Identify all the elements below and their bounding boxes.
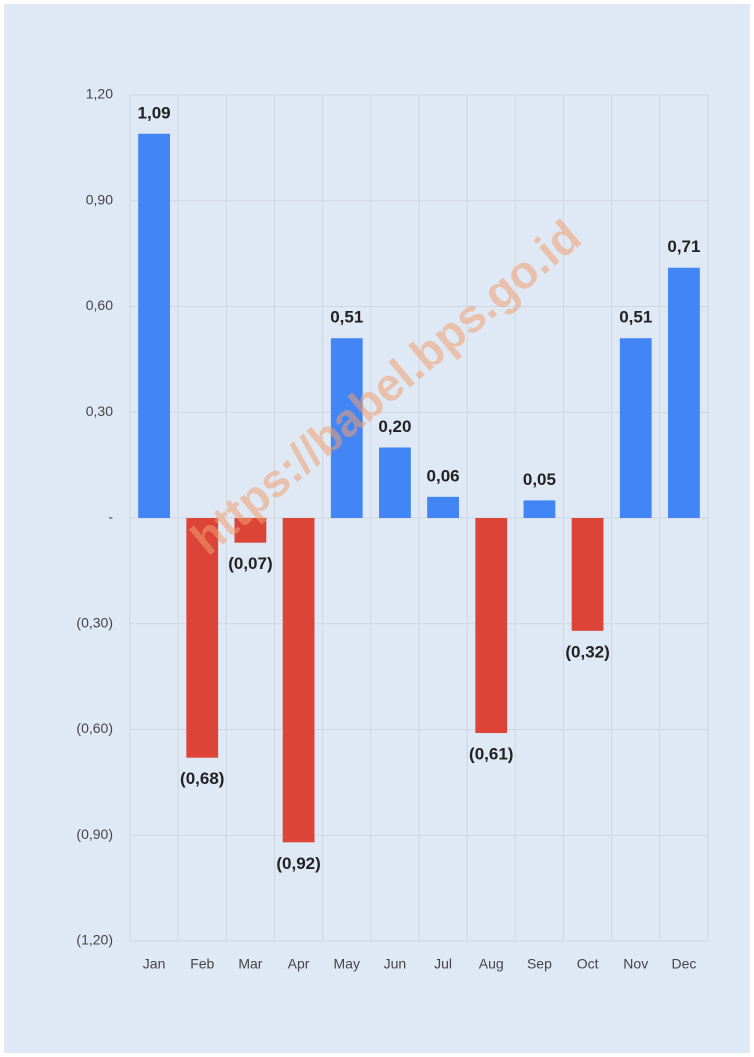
data-label: 0,20 [378, 417, 411, 436]
data-label: (0,92) [276, 854, 320, 873]
bar [379, 447, 411, 518]
background [4, 4, 750, 1053]
x-tick-label: Jul [434, 956, 452, 972]
y-tick-label: - [108, 509, 113, 525]
x-tick-label: Aug [479, 956, 504, 972]
x-tick-label: Mar [238, 956, 262, 972]
bar [282, 518, 315, 843]
y-tick-label: 1,20 [86, 86, 113, 102]
x-tick-label: Dec [671, 956, 696, 972]
data-label: 0,06 [427, 466, 460, 485]
data-label: 0,51 [330, 308, 363, 327]
bar [138, 133, 170, 518]
y-tick-label: (0,30) [76, 614, 113, 630]
bar [330, 338, 363, 518]
bar [523, 500, 556, 518]
data-label: 0,05 [523, 470, 556, 489]
data-label: (0,68) [180, 769, 224, 788]
x-tick-label: Oct [577, 956, 599, 972]
bar [619, 338, 652, 518]
y-tick-label: (0,60) [76, 720, 113, 736]
x-tick-label: Sep [527, 956, 552, 972]
bar [571, 518, 604, 631]
x-tick-label: Jun [384, 956, 407, 972]
bar [427, 496, 459, 518]
y-tick-label: (0,90) [76, 826, 113, 842]
x-tick-label: Jan [143, 956, 166, 972]
bar [475, 518, 508, 734]
data-label: (0,61) [469, 745, 513, 764]
x-tick-label: Nov [623, 956, 648, 972]
bar [234, 518, 267, 543]
x-tick-label: May [334, 956, 360, 972]
data-label: (0,07) [228, 554, 272, 573]
x-tick-label: Feb [190, 956, 214, 972]
bar [186, 518, 219, 758]
y-tick-label: 0,60 [86, 297, 113, 313]
y-tick-label: (1,20) [76, 932, 113, 948]
data-label: (0,32) [565, 642, 609, 661]
bar [668, 267, 700, 518]
y-tick-label: 0,90 [86, 191, 113, 207]
data-label: 0,51 [619, 308, 652, 327]
data-label: 1,09 [138, 103, 171, 122]
data-label: 0,71 [667, 237, 700, 256]
y-tick-label: 0,30 [86, 403, 113, 419]
x-tick-label: Apr [288, 956, 310, 972]
